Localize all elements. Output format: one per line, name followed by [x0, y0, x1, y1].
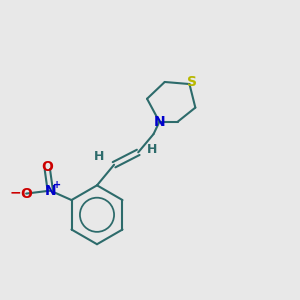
Text: N: N — [154, 115, 165, 129]
Text: −: − — [9, 185, 21, 199]
Text: N: N — [44, 184, 56, 198]
Text: O: O — [20, 187, 32, 201]
Text: O: O — [41, 160, 53, 174]
Text: H: H — [147, 143, 157, 157]
Text: S: S — [187, 75, 197, 89]
Text: H: H — [94, 150, 104, 163]
Text: +: + — [53, 180, 61, 190]
